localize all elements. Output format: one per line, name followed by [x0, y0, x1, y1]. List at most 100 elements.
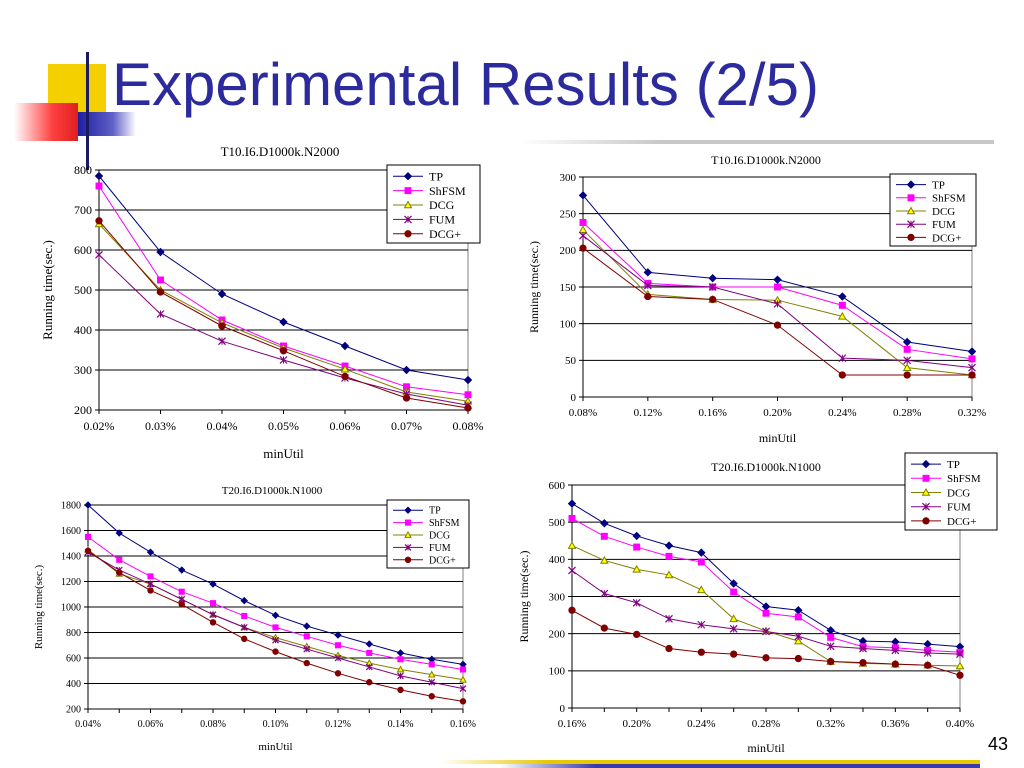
marker-square: [568, 514, 576, 522]
legend-label: TP: [947, 459, 960, 471]
marker-triangle: [459, 675, 467, 683]
marker-diamond: [578, 191, 588, 200]
marker-diamond: [906, 180, 916, 189]
x-tick-label: 0.04%: [207, 419, 238, 433]
y-tick-label: 600: [74, 243, 92, 257]
marker-diamond: [729, 579, 738, 588]
legend-label: DCG: [947, 487, 970, 499]
marker-square: [665, 552, 673, 560]
marker-triangle: [632, 564, 642, 573]
footer-bar: [440, 760, 980, 764]
x-tick-label: 0.12%: [325, 719, 351, 730]
marker-circle: [773, 321, 782, 329]
marker-square: [241, 612, 248, 619]
x-tick-label: 0.20%: [763, 407, 791, 419]
marker-square: [697, 558, 705, 566]
y-tick-label: 400: [66, 679, 81, 690]
x-tick-label: 0.24%: [828, 407, 856, 419]
marker-square: [303, 633, 310, 640]
marker-triangle: [902, 363, 912, 371]
marker-triangle: [567, 541, 577, 549]
x-tick-label: 0.08%: [569, 407, 597, 419]
x-tick-label: 0.08%: [200, 719, 226, 730]
marker-diamond: [838, 292, 847, 301]
marker-triangle: [955, 661, 965, 670]
legend-label: DCG+: [932, 232, 961, 244]
marker-circle: [218, 322, 226, 330]
marker-circle: [903, 371, 911, 379]
marker-diamond: [902, 337, 912, 347]
legend-box: [386, 499, 470, 569]
marker-diamond: [794, 606, 803, 615]
y-tick-label: 250: [560, 209, 577, 221]
chart-title: T20.I6.D1000k.N1000: [222, 485, 323, 497]
marker-square: [272, 624, 279, 631]
chart-2: 0 50 100 150 200 250 300 0.08% 0.12% 0.16% 0.20% 0.…: [527, 153, 986, 445]
marker-square: [907, 194, 915, 202]
y-tick-label: 50: [565, 355, 577, 367]
legend-box: [386, 164, 481, 244]
x-tick-label: 0.28%: [752, 718, 780, 730]
marker-diamond: [156, 247, 165, 257]
marker-circle: [709, 295, 717, 304]
marker-circle: [272, 648, 279, 655]
legend-label: DCG+: [429, 555, 456, 566]
marker-square: [404, 187, 412, 195]
marker-triangle: [340, 364, 350, 373]
marker-circle: [859, 659, 867, 667]
y-axis-label: Running time(sec.): [517, 551, 531, 643]
marker-square: [147, 573, 154, 580]
marker-square: [157, 276, 164, 284]
marker-square: [95, 182, 103, 190]
series-line-dcg: [98, 223, 469, 402]
marker-diamond: [403, 171, 413, 181]
marker-circle: [922, 517, 930, 525]
marker-square: [762, 609, 770, 617]
x-tick-label: 0.06%: [330, 419, 361, 433]
marker-circle: [794, 654, 802, 663]
marker-diamond: [303, 622, 311, 630]
legend-label: TP: [429, 169, 443, 183]
x-tick-label: 0.07%: [391, 419, 422, 433]
marker-diamond: [826, 626, 835, 635]
x-axis-label: minUtil: [263, 446, 304, 461]
marker-circle: [241, 635, 248, 643]
marker-diamond: [708, 273, 717, 283]
chart-title: T10.I6.D1000k.N2000: [711, 153, 821, 167]
marker-circle: [968, 371, 976, 379]
marker-circle: [568, 606, 576, 614]
y-tick-label: 300: [549, 591, 566, 603]
marker-diamond: [404, 506, 412, 514]
slide-title: Experimental Results (2/5): [112, 51, 819, 118]
marker-square: [827, 633, 835, 641]
y-tick-label: 1400: [61, 552, 81, 563]
marker-circle: [279, 347, 288, 355]
x-tick-label: 0.16%: [698, 407, 726, 419]
legend-label: ShFSM: [429, 184, 466, 198]
marker-circle: [579, 244, 587, 252]
marker-circle: [341, 372, 349, 381]
y-tick-label: 200: [560, 245, 577, 257]
chart-3: 200 400 600 800 1000 1200 1400 1600 1800 0.04% 0.0…: [33, 485, 476, 753]
marker-diamond: [567, 499, 577, 508]
series-line-tp: [571, 503, 961, 648]
chart-title: T10.I6.D1000k.N2000: [221, 144, 340, 159]
y-tick-label: 300: [74, 363, 92, 377]
series-line-dcgplus: [98, 220, 469, 409]
marker-square: [579, 218, 587, 226]
x-tick-label: 0.16%: [558, 718, 586, 730]
marker-diamond: [697, 548, 706, 557]
chart-1: 200 300 400 500 600 700 800 0.02% 0.03% 0.04% 0.05…: [40, 144, 484, 461]
x-tick-label: 0.08%: [453, 419, 484, 433]
marker-square: [968, 355, 976, 363]
y-tick-label: 100: [560, 319, 577, 331]
y-tick-label: 100: [549, 666, 566, 678]
marker-diamond: [396, 649, 405, 657]
legend-label: FUM: [947, 502, 971, 514]
y-tick-label: 600: [66, 654, 81, 665]
legend-label: DCG+: [947, 516, 976, 528]
marker-diamond: [279, 317, 288, 327]
marker-circle: [366, 679, 373, 686]
